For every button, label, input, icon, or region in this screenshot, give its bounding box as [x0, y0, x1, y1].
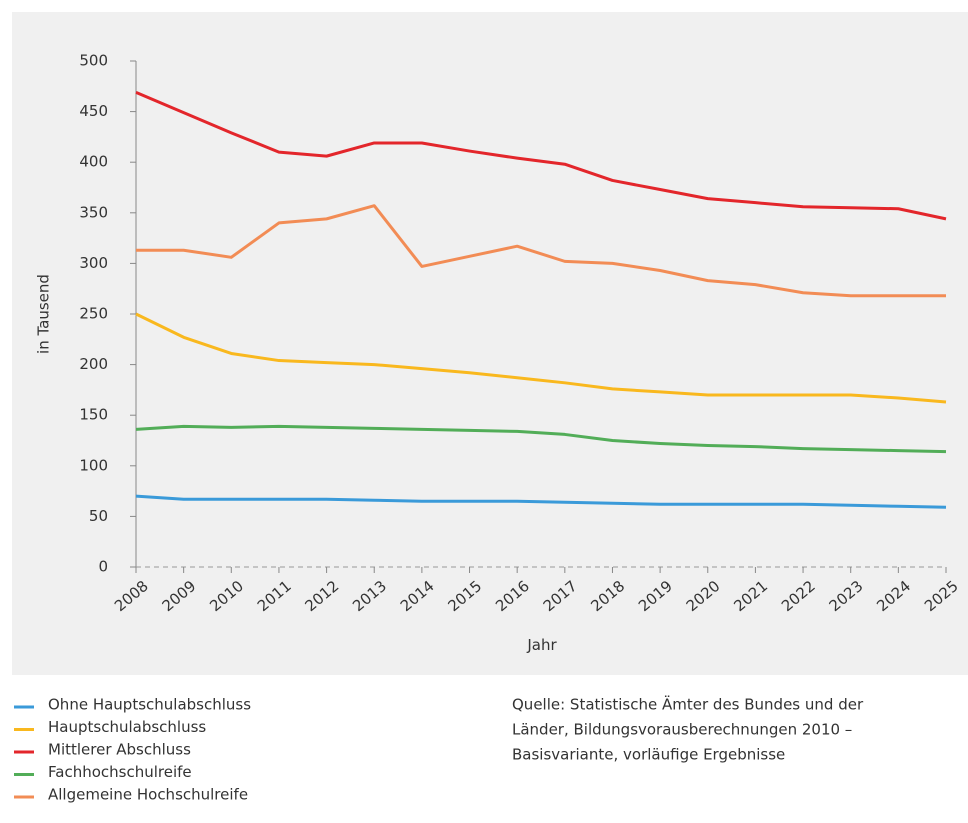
y-tick-label: 350 — [79, 203, 108, 221]
chart-background — [12, 12, 968, 675]
data-line — [136, 204, 946, 298]
y-tick-label: 300 — [79, 254, 108, 272]
legend-label: Fachhochschulreife — [48, 763, 192, 781]
legend-label: Allgemeine Hochschulreife — [48, 786, 248, 804]
y-tick-label: 250 — [79, 305, 108, 323]
y-tick-label: 200 — [79, 355, 108, 373]
y-tick-label: 50 — [89, 507, 108, 525]
data-line — [135, 424, 947, 454]
y-tick-label: 500 — [79, 52, 108, 70]
source-note: Basisvariante, vorläufige Ergebnisse — [512, 746, 785, 764]
legend-label: Mittlerer Abschluss — [48, 741, 191, 759]
data-line — [135, 312, 947, 404]
y-tick-label: 0 — [98, 558, 108, 576]
x-axis-label: Jahr — [526, 636, 557, 654]
y-tick-label: 450 — [79, 102, 108, 120]
y-tick-label: 100 — [79, 456, 108, 474]
source-note: Länder, Bildungsvorausberechnungen 2010 … — [512, 721, 852, 739]
data-line — [135, 90, 947, 221]
source-note: Quelle: Statistische Ämter des Bundes un… — [512, 695, 864, 714]
y-tick-label: 150 — [79, 406, 108, 424]
y-tick-label: 400 — [79, 153, 108, 171]
legend-label: Hauptschulabschluss — [48, 718, 206, 736]
y-axis-label: in Tausend — [35, 274, 53, 354]
legend-label: Ohne Hauptschulabschluss — [48, 696, 251, 714]
data-line — [135, 494, 947, 509]
